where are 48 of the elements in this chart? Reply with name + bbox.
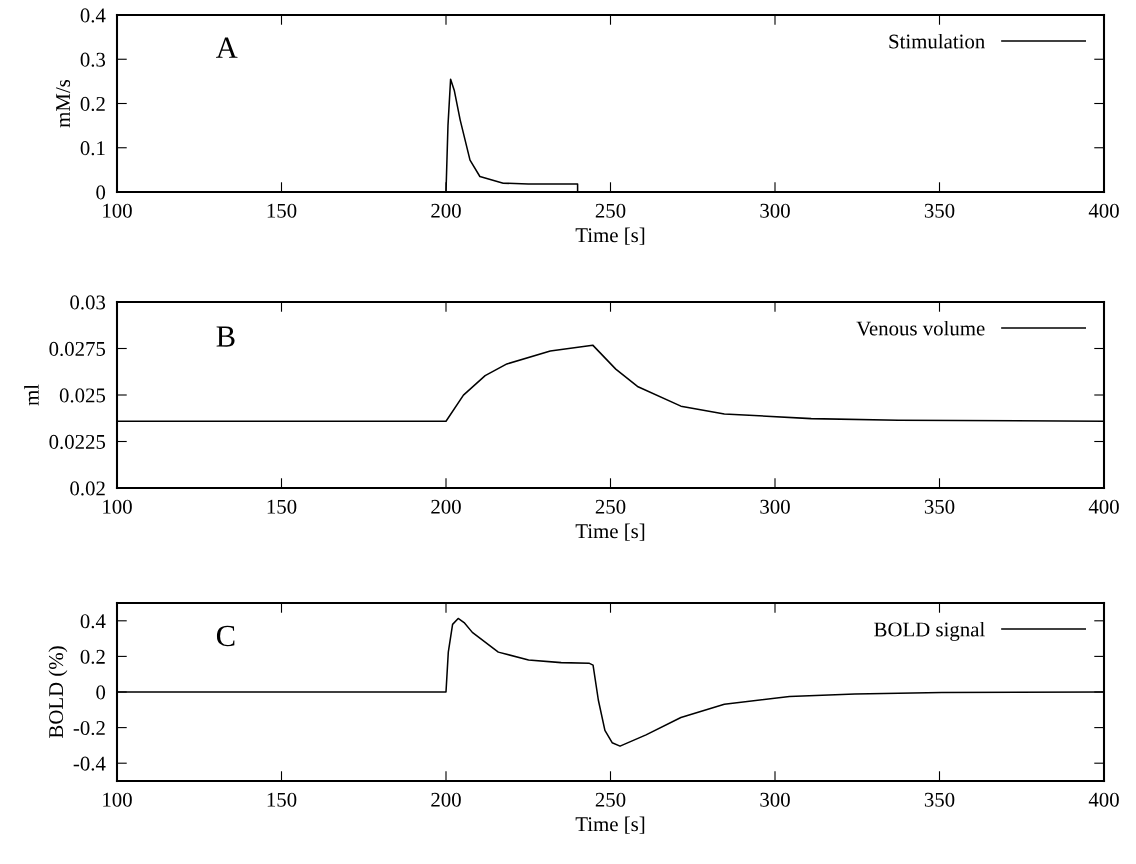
x-tick-label: 150 bbox=[267, 792, 297, 807]
x-tick-label: 400 bbox=[1088, 792, 1119, 807]
x-tick-label: 200 bbox=[431, 203, 461, 218]
y-axis-title: mM/s bbox=[56, 79, 71, 128]
x-tick-label: 200 bbox=[431, 792, 461, 807]
x-tick-label: 150 bbox=[267, 499, 297, 514]
x-tick-label: 100 bbox=[103, 499, 132, 514]
y-tick-label: -0.2 bbox=[73, 720, 105, 736]
y-tick-label: 0.3 bbox=[80, 52, 106, 67]
y-tick-label: 0.0275 bbox=[49, 341, 106, 357]
x-tick-label: 100 bbox=[103, 203, 132, 218]
x-tick-label: 400 bbox=[1088, 499, 1119, 514]
legend-label: Stimulation bbox=[889, 33, 985, 49]
x-tick-label: 250 bbox=[595, 792, 626, 807]
y-axis-title: BOLD (%) bbox=[48, 646, 68, 738]
y-tick-label: 0.1 bbox=[80, 141, 105, 156]
x-tick-label: 250 bbox=[595, 499, 626, 514]
x-tick-label: 300 bbox=[760, 203, 790, 218]
x-tick-label: 300 bbox=[760, 499, 790, 514]
x-tick-label: 200 bbox=[431, 499, 461, 514]
y-axis-title: ml bbox=[24, 384, 39, 406]
x-tick-label: 250 bbox=[595, 203, 626, 218]
y-tick-label: 0 bbox=[96, 185, 106, 200]
y-tick-label: 0.03 bbox=[70, 295, 106, 310]
x-tick-label: 350 bbox=[924, 499, 955, 514]
annotation: A bbox=[216, 37, 238, 58]
y-tick-label: 0.0225 bbox=[49, 434, 106, 450]
x-tick-label: 300 bbox=[760, 792, 790, 807]
y-tick-label: 0.4 bbox=[80, 614, 106, 629]
x-axis-title: Time [s] bbox=[575, 523, 645, 541]
y-tick-label: 0 bbox=[96, 685, 106, 700]
y-tick-label: 0.02 bbox=[70, 481, 105, 496]
x-tick-label: 350 bbox=[924, 203, 955, 218]
y-tick-label: 0.025 bbox=[59, 388, 106, 403]
y-tick-label: -0.4 bbox=[73, 756, 106, 771]
y-tick-label: 0.2 bbox=[80, 96, 105, 112]
y-tick-label: 0.4 bbox=[80, 8, 106, 23]
annotation: C bbox=[216, 625, 235, 647]
legend-label: BOLD signal bbox=[874, 621, 985, 641]
x-axis-title: Time [s] bbox=[575, 816, 645, 834]
x-tick-label: 100 bbox=[103, 792, 132, 807]
annotation: B bbox=[216, 326, 235, 347]
x-axis-title: Time [s] bbox=[575, 227, 645, 245]
x-tick-label: 400 bbox=[1088, 203, 1119, 218]
x-tick-label: 350 bbox=[924, 792, 955, 807]
y-tick-label: 0.2 bbox=[80, 649, 105, 664]
legend-label: Venous volume bbox=[856, 320, 985, 336]
x-tick-label: 150 bbox=[267, 203, 297, 218]
